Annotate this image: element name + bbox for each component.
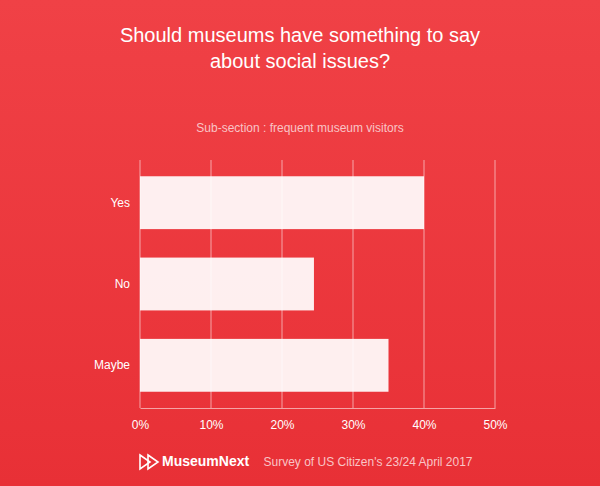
bar: [140, 176, 424, 229]
x-tick-label: 40%: [412, 418, 436, 432]
bar: [140, 258, 314, 311]
x-tick: 30%: [341, 408, 365, 432]
y-tick-label: No: [115, 277, 131, 291]
y-tick: No: [115, 277, 140, 291]
x-tick: 0%: [132, 408, 150, 432]
x-tick: 40%: [412, 408, 436, 432]
x-tick: 50%: [483, 408, 507, 432]
x-tick-label: 10%: [199, 418, 223, 432]
source-note: Survey of US Citizen's 23/24 April 2017: [263, 455, 472, 469]
y-tick: Maybe: [94, 358, 140, 372]
logo-shape: [148, 455, 158, 469]
x-tick-label: 30%: [341, 418, 365, 432]
chart: Should museums have something to sayabou…: [0, 0, 600, 486]
x-axis-line: [141, 408, 496, 409]
y-tick: Yes: [110, 196, 140, 210]
x-tick: 10%: [199, 408, 223, 432]
subtitle: Sub-section : frequent museum visitors: [196, 121, 403, 135]
title: Should museums have something to sayabou…: [120, 24, 480, 72]
logo-icon: [140, 455, 158, 469]
bar: [140, 339, 389, 392]
y-tick-label: Maybe: [94, 358, 130, 372]
x-tick-label: 20%: [270, 418, 294, 432]
x-axis: 0% 10% 20% 30% 40% 50%: [132, 408, 508, 432]
grid-line: [495, 160, 496, 408]
x-tick: 20%: [270, 408, 294, 432]
x-tick-label: 0%: [132, 418, 150, 432]
grid: [140, 160, 495, 408]
bars: [140, 176, 424, 391]
y-tick-label: Yes: [110, 196, 130, 210]
background: [0, 0, 600, 486]
brand: MuseumNext: [162, 453, 249, 469]
x-tick-label: 50%: [483, 418, 507, 432]
y-axis: Yes No Maybe: [94, 196, 140, 373]
